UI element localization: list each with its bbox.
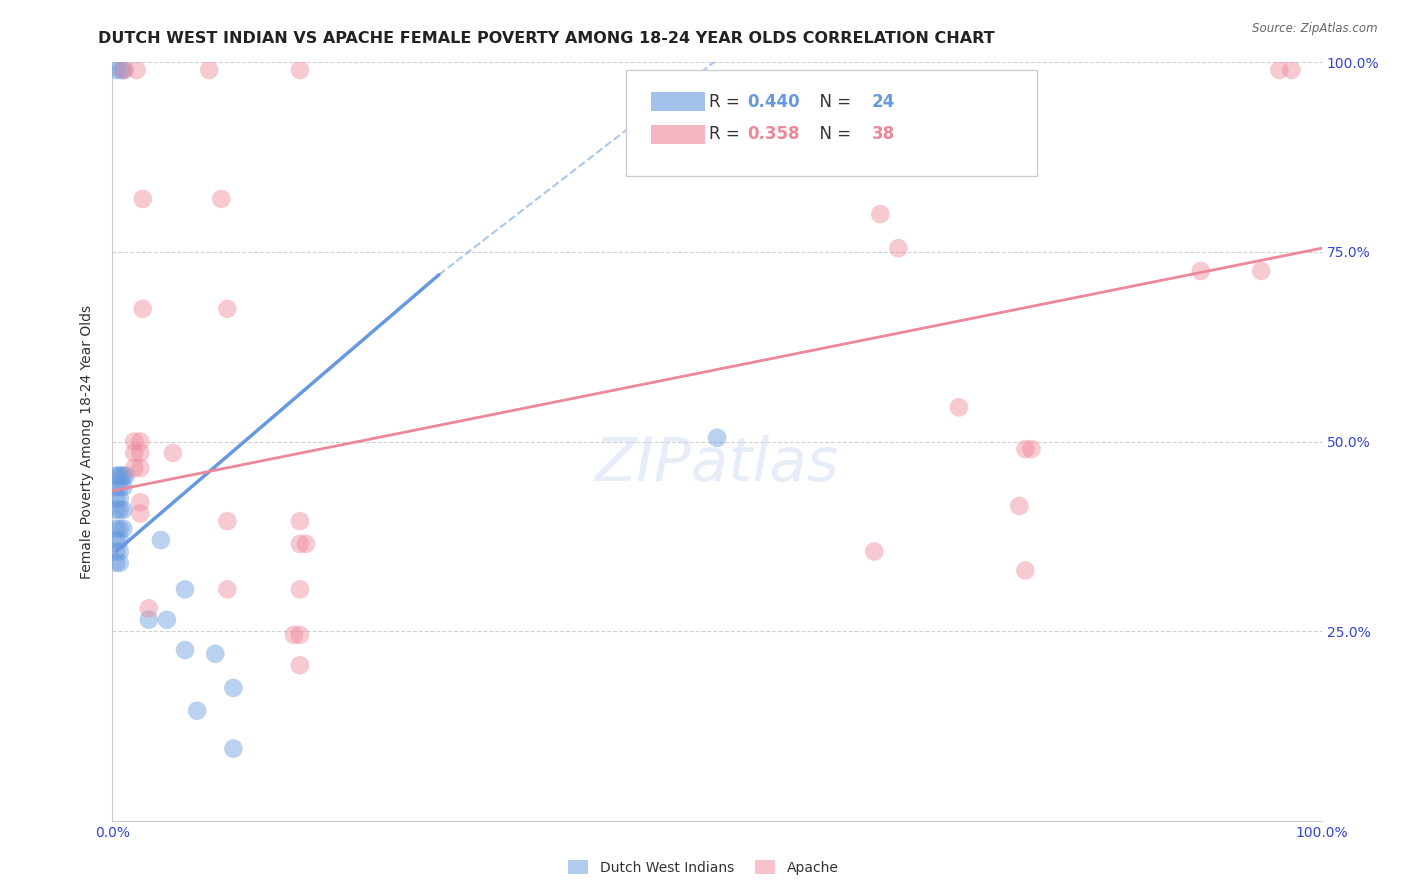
Point [105,544,128,558]
Point [108,480,131,494]
Text: 0.358: 0.358 [748,126,800,144]
Text: ZIPatlas: ZIPatlas [595,434,839,494]
Point [1014,564,1036,578]
Text: R =: R = [709,93,745,111]
Point [288,582,311,597]
Point [122,434,145,449]
Point [129,461,152,475]
Point [129,495,152,509]
Point [107,468,129,483]
Point [129,507,152,521]
Point [105,556,128,570]
Point [108,544,131,558]
Point [186,704,208,718]
Point [108,522,131,536]
Point [132,301,155,316]
Point [122,461,145,475]
FancyBboxPatch shape [651,125,704,144]
Text: 38: 38 [872,126,896,144]
Point [948,401,970,415]
Point [108,533,131,548]
Point [129,446,152,460]
Point [222,741,245,756]
Point [1021,442,1043,457]
Point [1268,62,1291,77]
Text: R =: R = [709,126,745,144]
Point [110,62,132,77]
Point [114,468,136,483]
Point [222,681,245,695]
Point [105,503,128,517]
Text: 0.440: 0.440 [748,93,800,111]
Point [138,601,160,615]
Point [112,480,135,494]
Y-axis label: Female Poverty Among 18-24 Year Olds: Female Poverty Among 18-24 Year Olds [80,304,94,579]
Text: 24: 24 [872,93,896,111]
FancyBboxPatch shape [651,93,704,112]
Point [288,628,311,642]
Point [1279,62,1302,77]
Point [162,446,184,460]
Point [288,514,311,528]
Point [217,301,239,316]
Point [204,647,226,661]
Point [295,537,318,551]
Point [863,544,886,558]
Point [105,480,128,494]
Point [122,446,145,460]
Point [112,503,135,517]
Point [149,533,172,548]
Point [112,468,135,483]
Point [869,207,891,221]
Point [112,522,135,536]
Text: Source: ZipAtlas.com: Source: ZipAtlas.com [1253,22,1378,36]
Legend: Dutch West Indians, Apache: Dutch West Indians, Apache [562,855,844,880]
Point [114,62,136,77]
Point [706,431,728,445]
Point [288,537,311,551]
Point [283,628,305,642]
Point [198,62,221,77]
Point [108,491,131,506]
Point [217,514,239,528]
Text: N =: N = [808,93,856,111]
Point [112,62,135,77]
Text: DUTCH WEST INDIAN VS APACHE FEMALE POVERTY AMONG 18-24 YEAR OLDS CORRELATION CHA: DUTCH WEST INDIAN VS APACHE FEMALE POVER… [98,31,995,46]
Point [156,613,179,627]
Point [1014,442,1036,457]
Point [217,582,239,597]
Point [125,62,148,77]
Point [1189,264,1212,278]
Point [138,613,160,627]
Point [1008,499,1031,513]
Point [105,491,128,506]
Point [108,556,131,570]
Point [105,468,128,483]
Point [209,192,232,206]
Point [288,658,311,673]
Point [288,62,311,77]
Point [174,643,197,657]
Point [129,434,152,449]
Point [105,62,128,77]
Point [105,533,128,548]
Text: N =: N = [808,126,856,144]
Point [887,241,910,255]
Point [1250,264,1272,278]
Point [110,468,132,483]
Point [105,522,128,536]
Point [108,503,131,517]
Point [174,582,197,597]
Point [132,192,155,206]
FancyBboxPatch shape [626,70,1038,177]
